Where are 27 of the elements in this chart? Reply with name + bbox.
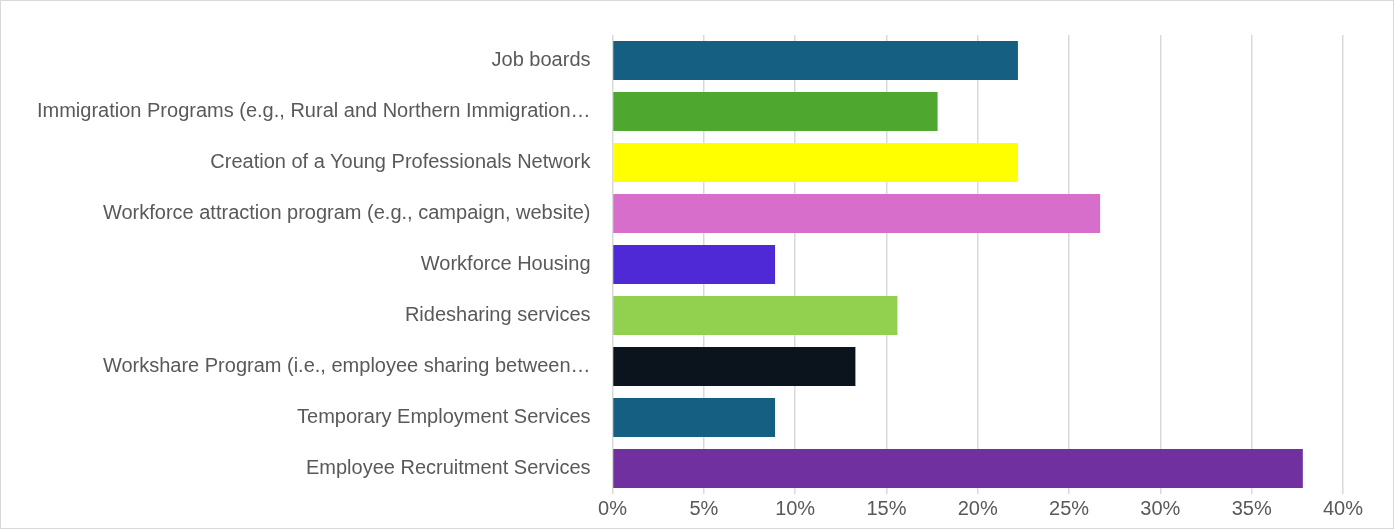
bar xyxy=(613,92,938,131)
bar xyxy=(613,347,856,386)
x-tick-label: 5% xyxy=(689,496,719,519)
x-tick-label: 0% xyxy=(598,496,628,519)
y-tick-label: Workforce Housing xyxy=(420,252,591,275)
bar xyxy=(613,143,1018,182)
bar xyxy=(613,194,1101,233)
x-tick-label: 40% xyxy=(1322,496,1364,519)
y-tick-label: Workforce attraction program (e.g., campaign, website) xyxy=(102,201,591,224)
bar xyxy=(613,245,776,284)
y-tick-label: Creation of a Young Professionals Network xyxy=(210,150,592,173)
x-tick-label: 20% xyxy=(957,496,998,519)
x-tick-label: 25% xyxy=(1049,496,1090,519)
y-tick-label: Temporary Employment Services xyxy=(297,405,591,428)
y-tick-label: Immigration Programs (e.g., Rural and Northern Immigration… xyxy=(36,99,591,122)
x-tick-label: 35% xyxy=(1231,496,1272,519)
y-tick-label: Job boards xyxy=(491,48,591,71)
bar xyxy=(613,398,776,437)
bar xyxy=(613,449,1303,488)
y-tick-label: Employee Recruitment Services xyxy=(305,456,591,479)
x-tick-label: 15% xyxy=(866,496,907,519)
x-tick-label: 30% xyxy=(1140,496,1181,519)
bar xyxy=(613,41,1018,80)
bar xyxy=(613,296,898,335)
y-tick-label: Workshare Program (i.e., employee sharing between… xyxy=(102,354,591,377)
y-tick-label: Ridesharing services xyxy=(404,303,591,326)
x-tick-label: 10% xyxy=(775,496,816,519)
